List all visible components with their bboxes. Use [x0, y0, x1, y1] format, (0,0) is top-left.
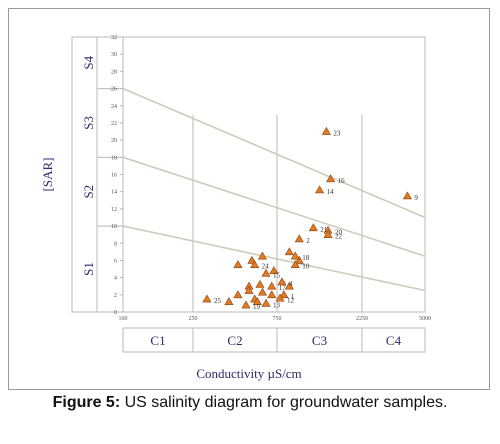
y-tick-label: 10	[111, 224, 117, 230]
sample-point	[402, 191, 412, 200]
point-label: 1	[291, 293, 295, 301]
x-tick-label: 2250	[356, 316, 368, 322]
sample-point	[257, 287, 267, 296]
sample-point	[277, 277, 287, 286]
salinity-class-label: C2	[227, 333, 242, 348]
y-tick-label: 32	[111, 35, 117, 41]
point-label: 23	[333, 130, 341, 138]
y-tick-label: 24	[111, 104, 117, 110]
point-label: 2	[306, 237, 310, 245]
y-tick-label: 18	[111, 155, 117, 161]
x-axis-label: Conductivity µS/cm	[196, 366, 301, 381]
point-label: 14	[327, 188, 335, 196]
sample-point	[290, 251, 300, 260]
boundary-line-s1-s2	[122, 225, 426, 292]
x-tick-label: 250	[189, 316, 198, 322]
sample-point	[294, 255, 304, 264]
caption-text: US salinity diagram for groundwater samp…	[120, 394, 448, 411]
y-tick-label: 30	[111, 52, 117, 58]
boundary-line-s3-s4	[122, 87, 426, 219]
point-label: 9	[414, 194, 418, 202]
y-tick-label: 0	[114, 310, 117, 316]
x-tick-label: 750	[273, 316, 282, 322]
sample-point	[267, 290, 277, 299]
sample-point	[261, 268, 271, 277]
point-label: 16	[338, 177, 346, 185]
point-label: 12	[287, 296, 295, 304]
y-tick-label: 6	[114, 258, 117, 264]
y-tick-label: 14	[111, 190, 117, 196]
point-label: 19	[253, 303, 261, 311]
sample-point	[326, 174, 336, 183]
x-tick-label: 100	[119, 316, 128, 322]
sample-point	[279, 290, 289, 299]
y-tick-label: 20	[111, 138, 117, 144]
y-tick-label: 8	[114, 241, 117, 247]
point-label: 18	[302, 254, 310, 262]
y-axis-label: [SAR]	[40, 158, 55, 192]
x-tick-label: 5000	[419, 316, 431, 322]
point-label: 13	[273, 301, 281, 309]
salinity-class-label: C1	[150, 333, 165, 348]
y-tick-label: 2	[114, 293, 117, 299]
sample-point	[244, 285, 254, 294]
y-tick-label: 16	[111, 173, 117, 179]
salinity-class-label: C3	[312, 333, 327, 348]
sample-point	[252, 297, 262, 305]
sample-point	[241, 300, 251, 309]
sodium-class-label: S2	[81, 185, 96, 199]
figure-caption: Figure 5: US salinity diagram for ground…	[0, 394, 500, 412]
y-tick-label: 4	[114, 276, 117, 282]
sample-point	[315, 185, 325, 194]
sample-point	[269, 266, 279, 275]
sample-point	[321, 126, 331, 135]
sample-point	[267, 281, 277, 290]
sodium-class-label: S4	[81, 55, 96, 69]
sample-point	[308, 223, 318, 232]
sample-point	[233, 290, 243, 299]
sodium-class-label: S1	[81, 262, 96, 276]
y-tick-label: 22	[111, 121, 117, 127]
sample-point	[294, 234, 304, 243]
point-label: 10	[302, 263, 310, 271]
sample-point	[284, 247, 294, 256]
sample-point	[323, 230, 333, 238]
y-tick-label: 12	[111, 207, 117, 213]
point-label: 22	[335, 233, 343, 241]
point-label: 24	[262, 263, 270, 271]
caption-label: Figure 5:	[52, 394, 121, 411]
point-label: 21	[320, 226, 328, 234]
sample-point	[255, 279, 265, 288]
sample-point	[261, 298, 271, 307]
point-label: 25	[214, 297, 222, 305]
point-label: 15	[273, 271, 281, 279]
boundary-line-s2-s3	[122, 156, 426, 257]
sample-point	[224, 297, 234, 305]
sample-point	[202, 294, 212, 303]
sample-point	[257, 251, 267, 260]
y-tick-label: 28	[111, 69, 117, 75]
salinity-class-row	[122, 327, 426, 353]
y-tick-label: 26	[111, 87, 117, 93]
point-label: 20	[335, 228, 343, 236]
sample-point	[233, 260, 243, 269]
point-label: 4	[289, 280, 293, 288]
sample-point	[275, 293, 285, 302]
sample-point	[250, 260, 260, 269]
point-label: 17	[279, 284, 287, 292]
sodium-class-label: S3	[81, 116, 96, 130]
salinity-class-label: C4	[386, 333, 402, 348]
sample-point	[290, 260, 300, 269]
sample-point	[284, 281, 294, 290]
